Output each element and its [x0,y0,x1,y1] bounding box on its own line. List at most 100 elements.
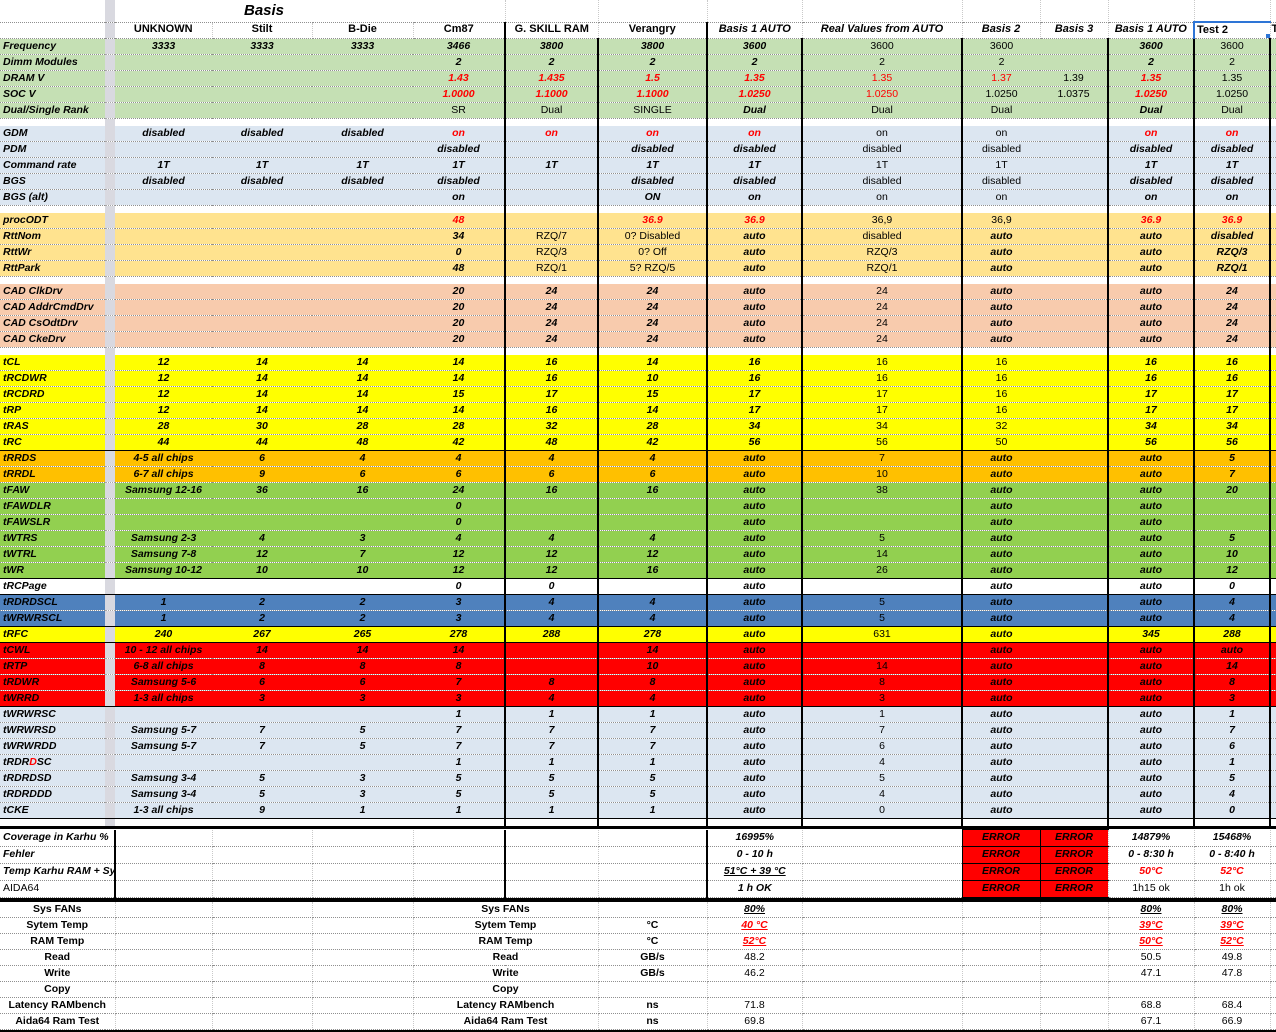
cell-gskill-cad-ckedrv[interactable]: 24 [505,332,598,348]
cell-b2-trdrdscl[interactable]: auto [962,595,1040,611]
cell-cm87-twrwrsd[interactable]: 7 [413,723,505,739]
cell-verangry-twrwrscl[interactable]: 4 [598,611,707,627]
row-label-ram-temp[interactable]: RAM Temp [0,934,115,950]
cell-b3-fehler[interactable]: ERROR [1040,847,1108,864]
cell-b2-trdrdsc[interactable]: auto [962,755,1040,771]
cell-b2-command-rate[interactable]: 1T [962,158,1040,174]
cell-unknown-trp[interactable]: 12 [115,403,212,419]
cell-b2-trcdrd[interactable]: 16 [962,387,1040,403]
cell-bdie-aida64[interactable] [312,881,413,898]
cell-b2-procodt[interactable]: 36,9 [962,213,1040,229]
cell-bdie-bgs-alt[interactable] [312,190,413,206]
cell-gskill-fehler[interactable] [505,847,598,864]
cell-rv-trdrdsc[interactable]: 4 [802,755,962,771]
cell-stilt-temp-karhu-ram-system[interactable] [212,864,312,881]
title-spacer-rv[interactable] [802,0,962,22]
cell-b1a2-tfawdlr[interactable]: auto [1108,499,1194,515]
cell-b1a2-bgs[interactable]: disabled [1108,174,1194,190]
cell-unknown-trcdrd[interactable]: 12 [115,387,212,403]
cell-b1a-trdrddd[interactable]: auto [707,787,802,803]
cell-stilt-gdm[interactable]: disabled [212,126,312,142]
row-label-write[interactable]: Write [0,966,115,982]
cell-b1a2-twtrs[interactable]: auto [1108,531,1194,547]
cell-cm87-dram-v[interactable]: 1.43 [413,71,505,87]
cell-gskill-cad-csodtdrv[interactable]: 24 [505,316,598,332]
cell-b1a2-trdrdsc[interactable]: auto [1108,755,1194,771]
cell-cm87-twrwrscl[interactable]: 3 [413,611,505,627]
cell-t2-dram-v[interactable]: 1.35 [1194,71,1270,87]
cell-t2-twtrs[interactable]: 5 [1194,531,1270,547]
cell-b3-soc-v[interactable]: 1.0375 [1040,87,1108,103]
cell-b2-tcl[interactable]: 16 [962,355,1040,371]
row-label-tfawslr[interactable]: tFAWSLR [0,515,105,531]
cell-b1a2-twrwrsc[interactable]: auto [1108,707,1194,723]
row-label-frequency[interactable]: Frequency [0,39,105,55]
cell-gskill-tfawdlr[interactable] [505,499,598,515]
cell-unknown-twtrs[interactable]: Samsung 2-3 [115,531,212,547]
cell-rv-rttpark[interactable]: RZQ/1 [802,261,962,277]
cell-unit-sytem-temp[interactable]: °C [598,918,707,934]
cell-t2-sytem-temp[interactable]: 39°C [1194,918,1270,934]
cell-b1a2-trcpage[interactable]: auto [1108,579,1194,595]
cell-stilt-tras[interactable]: 30 [212,419,312,435]
cell-rv-trdwr[interactable]: 8 [802,675,962,691]
cell-bdie-dimm-modules[interactable] [312,55,413,71]
cell-b1a2-sytem-temp[interactable]: 39°C [1108,918,1194,934]
cell-cm87-trdwr[interactable]: 7 [413,675,505,691]
cell-verangry-trdwr[interactable]: 8 [598,675,707,691]
cell-stilt-tcwl[interactable]: 14 [212,643,312,659]
cell-gskill-aida64[interactable] [505,881,598,898]
cell-gskill-rttnom[interactable]: RZQ/7 [505,229,598,245]
cell-b1a2-rttwr[interactable]: auto [1108,245,1194,261]
cell-b1a2-trdrddd[interactable]: auto [1108,787,1194,803]
cell-cm87-tfaw[interactable]: 24 [413,483,505,499]
cell-b1a-rttnom[interactable]: auto [707,229,802,245]
cell-bdie-tcl[interactable]: 14 [312,355,413,371]
cell-b2-rttpark[interactable]: auto [962,261,1040,277]
cell-unit-sys-fans[interactable] [598,902,707,918]
cell-rv-tfaw[interactable]: 38 [802,483,962,499]
cell-b1a2-bgs-alt[interactable]: on [1108,190,1194,206]
cell-rv-rttwr[interactable]: RZQ/3 [802,245,962,261]
cell-b2-cad-addrcmddrv[interactable]: auto [962,300,1040,316]
row-label-trdrddd[interactable]: tRDRDDD [0,787,105,803]
cell-unit-copy[interactable] [598,982,707,998]
cell-b1a-cad-ckedrv[interactable]: auto [707,332,802,348]
row-label-trdrdsc[interactable]: tRDRDSC [0,755,105,771]
cell-unit-write[interactable]: GB/s [598,966,707,982]
cell-bdie-procodt[interactable] [312,213,413,229]
cell-stilt-trdrddd[interactable]: 5 [212,787,312,803]
cell-bdie-cad-clkdrv[interactable] [312,284,413,300]
cell-bdie-temp-karhu-ram-system[interactable] [312,864,413,881]
cell-bdie-tcwl[interactable]: 14 [312,643,413,659]
cell-b1a2-trcdwr[interactable]: 16 [1108,371,1194,387]
title-spacer-b1a[interactable] [707,0,802,22]
cell-cm87-coverage-in-karhu[interactable] [413,830,505,847]
row-label-soc-v[interactable]: SOC V [0,87,105,103]
cell-stilt-twr[interactable]: 10 [212,563,312,579]
cell-stilt-trc[interactable]: 44 [212,435,312,451]
cell-stilt-rttpark[interactable] [212,261,312,277]
row-label-bgs[interactable]: BGS [0,174,105,190]
cell-bdie-fehler[interactable] [312,847,413,864]
column-header-gskill[interactable]: G. SKILL RAM [505,22,598,39]
cell-unknown-procodt[interactable] [115,213,212,229]
row-label-read[interactable]: Read [0,950,115,966]
cell-gskill-trdrdscl[interactable]: 4 [505,595,598,611]
cell-gskill-cad-clkdrv[interactable]: 24 [505,284,598,300]
cell-verangry-twrwrsc[interactable]: 1 [598,707,707,723]
cell-b1a-trtp[interactable]: auto [707,659,802,675]
cell-stilt-tcl[interactable]: 14 [212,355,312,371]
cell-stilt-twtrs[interactable]: 4 [212,531,312,547]
sheet-title[interactable]: Basis [115,0,413,22]
cell-b1a2-trp[interactable]: 17 [1108,403,1194,419]
cell-unknown-tfaw[interactable]: Samsung 12-16 [115,483,212,499]
cell-cm87-trc[interactable]: 42 [413,435,505,451]
cell-unknown-rttpark[interactable] [115,261,212,277]
cell-verangry-twtrs[interactable]: 4 [598,531,707,547]
cell-cm87-command-rate[interactable]: 1T [413,158,505,174]
cell-b1a-temp-karhu-ram-system[interactable]: 51°C + 39 °C [707,864,802,881]
cell-stilt-tcke[interactable]: 9 [212,803,312,819]
cell-rv-aida64[interactable] [802,881,962,898]
cell-bdie-cad-ckedrv[interactable] [312,332,413,348]
